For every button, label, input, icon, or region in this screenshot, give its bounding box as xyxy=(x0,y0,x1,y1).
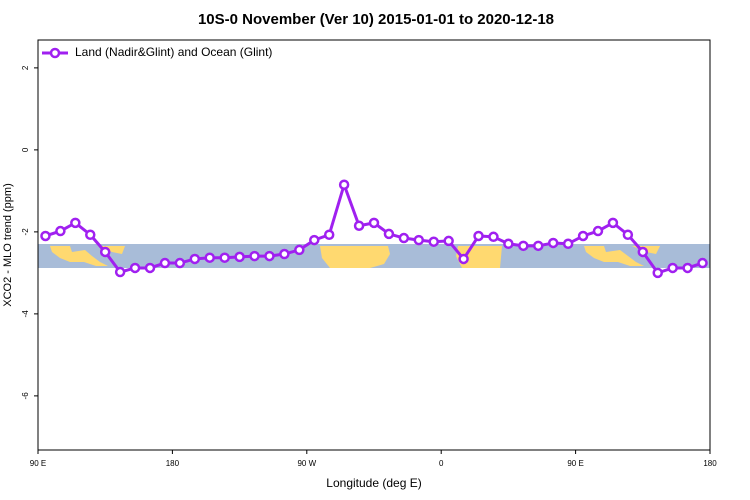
point xyxy=(428,236,439,247)
point xyxy=(204,252,215,263)
y-axis-label: XCO2 - MLO trend (ppm) xyxy=(2,183,14,306)
x-tick-label: 180 xyxy=(166,459,180,468)
point xyxy=(294,244,305,256)
x-axis-label: Longitude (deg E) xyxy=(326,476,421,490)
point xyxy=(85,229,96,240)
y-tick-label: -2 xyxy=(21,228,30,236)
point xyxy=(458,253,469,265)
point xyxy=(503,238,514,250)
y-tick-label: 2 xyxy=(21,65,30,70)
point xyxy=(159,257,171,269)
point xyxy=(234,251,245,263)
point xyxy=(114,266,126,278)
point xyxy=(55,225,66,237)
point xyxy=(592,225,604,237)
point xyxy=(533,240,544,252)
point xyxy=(488,231,499,243)
y-tick-label: 0 xyxy=(21,147,30,152)
y-tick-label: -4 xyxy=(21,310,30,318)
land xyxy=(320,246,390,268)
point xyxy=(398,232,410,244)
point xyxy=(667,262,678,274)
x-tick-label: 90 E xyxy=(30,459,46,468)
legend-label: Land (Nadir&Glint) and Ocean (Glint) xyxy=(75,45,272,59)
point xyxy=(99,246,111,258)
point xyxy=(144,262,156,274)
point xyxy=(279,248,290,260)
point xyxy=(219,252,230,263)
point xyxy=(383,228,395,240)
point xyxy=(682,262,693,274)
point xyxy=(443,235,454,247)
point xyxy=(264,250,275,262)
point xyxy=(697,257,708,269)
point xyxy=(353,220,365,231)
point xyxy=(577,230,589,242)
x-tick-label: 0 xyxy=(439,459,444,468)
point xyxy=(547,237,559,249)
point xyxy=(622,229,634,240)
plot-frame xyxy=(37,39,711,451)
point xyxy=(309,234,320,246)
y-tick-label: -6 xyxy=(21,392,30,400)
point xyxy=(473,230,484,242)
point xyxy=(652,267,663,279)
point xyxy=(189,253,201,265)
point xyxy=(562,238,574,250)
x-tick-label: 90 W xyxy=(297,459,316,468)
land xyxy=(584,246,644,266)
x-tick-label: 90 E xyxy=(567,459,583,468)
x-tick-label: 180 xyxy=(703,459,717,468)
point xyxy=(368,217,380,229)
point xyxy=(413,234,425,246)
point xyxy=(70,217,81,229)
point xyxy=(518,240,529,252)
point xyxy=(323,229,335,240)
land xyxy=(50,246,108,266)
point xyxy=(249,250,260,262)
point xyxy=(174,257,186,269)
point xyxy=(607,217,619,229)
chart-title: 10S-0 November (Ver 10) 2015-01-01 to 20… xyxy=(198,11,554,28)
point xyxy=(129,262,141,274)
legend-marker xyxy=(49,47,61,59)
point xyxy=(338,179,350,190)
point xyxy=(40,230,51,242)
point xyxy=(637,246,649,258)
